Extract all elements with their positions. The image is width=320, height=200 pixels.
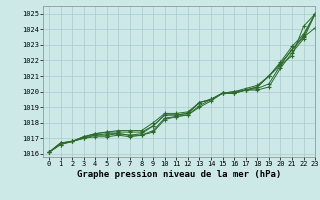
X-axis label: Graphe pression niveau de la mer (hPa): Graphe pression niveau de la mer (hPa) (77, 170, 281, 179)
